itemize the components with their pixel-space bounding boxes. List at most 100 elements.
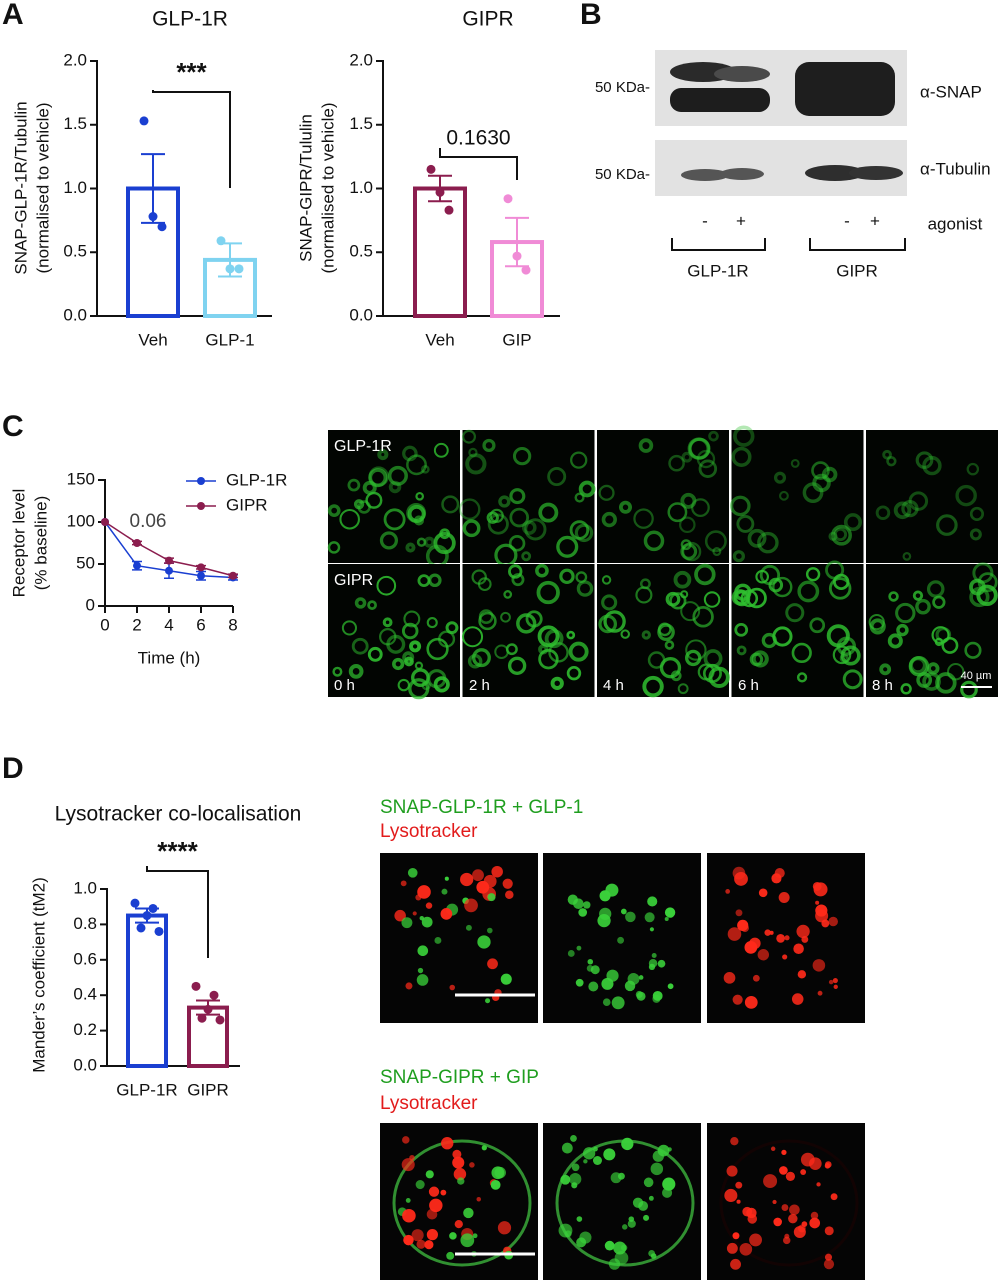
cell [478,609,494,625]
vesicle [650,1162,664,1176]
cell [926,580,945,598]
cell [915,451,934,469]
cell [438,630,456,648]
cell [535,563,549,578]
cell [601,511,617,528]
vesicle [779,1166,788,1175]
vesicle [502,878,513,889]
cell [922,672,941,691]
vesicle [793,1226,806,1239]
vesicle [415,1180,425,1190]
bar [126,913,168,1068]
cell [747,528,767,548]
vesicle [426,1229,438,1241]
vesicle [817,990,823,996]
data-point [512,251,522,261]
cell [955,484,977,507]
cell [790,459,800,468]
cell [512,446,532,466]
vesicle [726,1165,738,1177]
cell [966,462,980,476]
blot-band [714,66,770,82]
cell [947,663,965,681]
cell-outline [719,1139,859,1267]
vesicle [453,1167,467,1181]
cell [524,518,547,541]
vesicle [828,916,838,927]
cell [969,506,985,522]
vesicle [744,941,758,954]
vesicle [570,1135,577,1142]
vesicle [732,866,746,880]
cell [550,676,564,690]
vesicle [664,916,669,921]
vesicle [628,1216,635,1222]
cell [681,451,693,463]
y-tick-label: 0.6 [73,949,97,968]
y-tick-label: 1.5 [63,114,87,133]
vesicle [497,1221,512,1235]
cell [638,438,654,453]
vesicle [485,998,491,1004]
cell [574,523,594,543]
y-tick-label: 0.2 [73,1020,97,1039]
vesicle [730,1258,741,1270]
vesicle [602,998,611,1007]
vesicle [781,1204,789,1211]
cell [341,620,358,636]
vesicle [796,924,810,939]
cell [734,622,749,637]
group-bracket [809,238,906,251]
cell [508,535,526,552]
cell [960,680,978,699]
cell [680,492,697,509]
panel-letter: D [2,752,24,785]
cell [353,499,365,510]
vesicle [452,1149,462,1159]
vesicle [487,893,496,902]
cell [691,498,710,517]
cell [679,516,696,534]
group-bracket [671,238,766,251]
cell [433,676,450,693]
cell [462,519,481,538]
data-point [142,911,152,921]
cell [734,583,752,601]
western-blot: 50 KDa- 50 KDa- α-SNAP α-Tubulin - + - +… [595,50,991,280]
blot-band [670,88,770,112]
cell [704,530,727,553]
cell [779,490,789,501]
cell [566,665,582,681]
data-point [521,265,531,275]
vesicle [648,1249,656,1257]
mw-marker: 50 KDa- [595,79,650,96]
y-tick-label: 50 [76,553,95,572]
cell [659,657,682,679]
cell [367,646,383,662]
vesicle [613,1241,627,1255]
vesicle [425,902,433,909]
cell [417,574,431,588]
time-label: 2 h [469,677,490,694]
panel-letter: C [2,410,24,443]
cell [354,597,367,609]
cell [351,637,369,655]
vesicle [752,974,760,982]
cell [828,577,852,600]
cell [511,573,525,587]
cell [796,672,808,683]
chart-title: Lysotracker co-localisation [55,803,302,826]
legend-label: GIPR [226,495,268,514]
cell [733,589,751,607]
time-label: 0 h [334,677,355,694]
data-point [225,264,235,274]
cell [445,621,459,635]
cell [503,590,513,599]
cell [642,675,664,698]
vesicle [774,868,785,879]
vesicle [832,977,838,984]
vesicle [571,1163,580,1172]
cell [833,527,848,542]
y-tick-label: 100 [67,511,95,530]
vesicle [617,1172,625,1180]
